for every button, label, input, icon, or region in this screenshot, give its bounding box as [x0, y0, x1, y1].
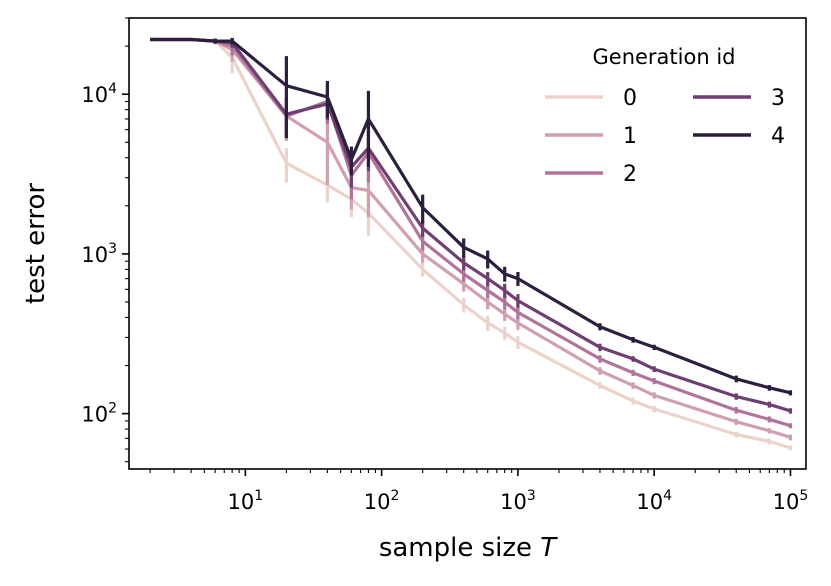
legend-label-gen-1: 1: [623, 124, 637, 149]
line-gen-0: [150, 37, 791, 450]
x-tick-label: 105: [773, 488, 809, 514]
series-4: [150, 37, 793, 396]
y-axis-label: test error: [21, 183, 51, 304]
x-axis-label-variable: T: [540, 533, 558, 563]
x-tick-label: 103: [500, 488, 536, 514]
x-tick-label: 101: [228, 488, 264, 514]
legend: Generation id 0 1 2 3 4: [545, 45, 785, 187]
x-axis-label-text: sample size: [379, 533, 532, 563]
legend-label-gen-3: 3: [771, 86, 785, 111]
y-tick-label: 103: [81, 241, 117, 267]
series-3: [150, 37, 793, 414]
legend-label-gen-2: 2: [623, 162, 637, 187]
legend-title: Generation id: [593, 45, 736, 69]
plot-frame: [128, 17, 807, 470]
x-axis-label: sample size T: [379, 533, 558, 563]
line-gen-4: [150, 37, 791, 395]
legend-label-gen-4: 4: [771, 124, 785, 149]
series-1: [150, 37, 793, 441]
line-gen-1: [150, 37, 791, 439]
y-tick-label: 104: [81, 81, 117, 107]
series-0: [150, 37, 793, 451]
series-layer: [150, 37, 793, 451]
legend-label-gen-0: 0: [623, 86, 637, 111]
y-tick-label: 102: [81, 401, 117, 427]
line-gen-3: [150, 37, 791, 413]
x-tick-label: 102: [364, 488, 400, 514]
x-tick-label: 104: [636, 488, 672, 514]
